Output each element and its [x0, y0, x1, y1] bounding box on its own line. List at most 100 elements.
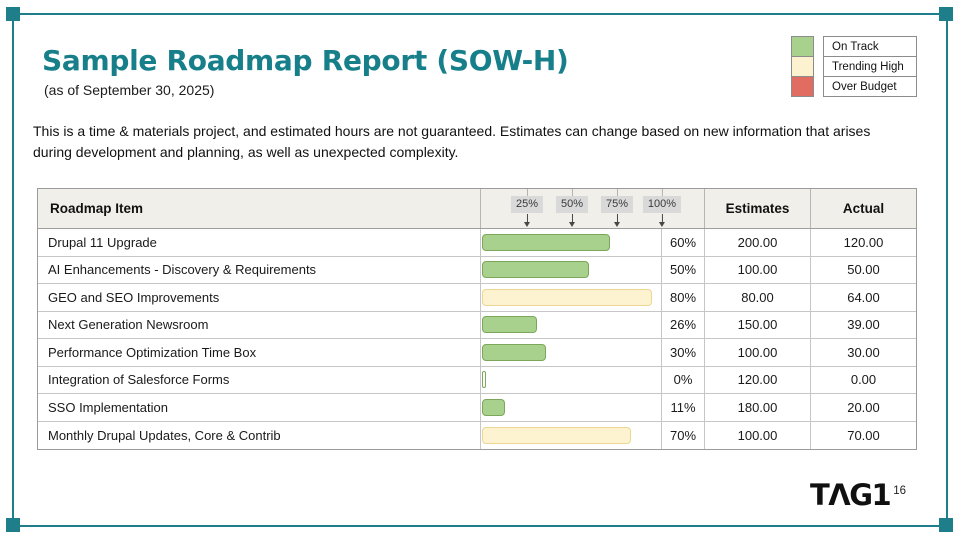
- roadmap-item-cell: Drupal 11 Upgrade: [38, 229, 481, 256]
- corner-square-bottom-right: [939, 518, 953, 532]
- footer: TΛG1 16: [810, 481, 906, 510]
- frame-line-right: [946, 14, 948, 526]
- estimate-cell: 80.00: [705, 284, 811, 311]
- column-header-estimates: Estimates: [705, 189, 811, 228]
- table-row: Next Generation Newsroom 26% 150.00 39.00: [38, 311, 916, 339]
- progress-bar: [482, 316, 538, 334]
- legend-item: Trending High: [791, 56, 917, 77]
- column-header-roadmap-item: Roadmap Item: [38, 189, 481, 228]
- scale-marker: 75%: [600, 189, 634, 228]
- scale-marker: 100%: [642, 189, 682, 228]
- roadmap-item-cell: Integration of Salesforce Forms: [38, 366, 481, 393]
- down-arrow-icon: [524, 222, 530, 227]
- table-row: AI Enhancements - Discovery & Requiremen…: [38, 256, 916, 284]
- column-header-actual: Actual: [842, 201, 885, 216]
- legend-item: On Track: [791, 36, 917, 57]
- frame-line-bottom: [13, 525, 947, 527]
- scale-marker: 50%: [555, 189, 589, 228]
- estimate-cell: 180.00: [705, 394, 811, 421]
- actual-cell: 20.00: [847, 399, 880, 415]
- on-track-swatch: [791, 36, 814, 57]
- percent-cell: 11%: [662, 394, 705, 421]
- roadmap-item-cell: SSO Implementation: [38, 394, 481, 421]
- actual-cell: 50.00: [847, 262, 880, 278]
- actual-cell: 64.00: [847, 289, 880, 305]
- table-row: Performance Optimization Time Box 30% 100.…: [38, 339, 916, 367]
- scale-marker-label: 100%: [642, 196, 682, 213]
- table-row: Drupal 11 Upgrade 60% 200.00 120.00: [38, 229, 916, 257]
- percent-cell: 80%: [662, 284, 705, 311]
- progress-bar-cell: [481, 339, 662, 366]
- legend-gap: [814, 76, 823, 97]
- progress-bar: [482, 371, 486, 389]
- actual-cell: 30.00: [847, 344, 880, 360]
- estimate-cell: 100.00: [705, 256, 811, 283]
- table-body: Drupal 11 Upgrade 60% 200.00 120.00 AI Enhan…: [38, 229, 916, 449]
- scale-marker-tick: [616, 189, 618, 196]
- page-subtitle: (as of September 30, 2025): [44, 82, 215, 98]
- scale-marker: 25%: [510, 189, 544, 228]
- frame-line-left: [12, 14, 14, 526]
- legend-item: Over Budget: [791, 76, 917, 97]
- estimate-cell: 120.00: [705, 366, 811, 393]
- percent-cell: 30%: [662, 339, 705, 366]
- actual-cell: 0.00: [850, 372, 877, 388]
- legend-label: Over Budget: [823, 76, 917, 97]
- roadmap-item-cell: Monthly Drupal Updates, Core & Contrib: [38, 421, 481, 449]
- legend-label: Trending High: [823, 56, 917, 77]
- progress-bar-cell: [481, 394, 662, 421]
- table-row: Integration of Salesforce Forms 0% 120.00 0…: [38, 366, 916, 394]
- percent-cell: 70%: [662, 421, 705, 449]
- down-arrow-icon: [658, 222, 665, 227]
- scale-marker-tick: [661, 189, 663, 196]
- scale-marker-tick: [571, 189, 573, 196]
- roadmap-item-cell: GEO and SEO Improvements: [38, 284, 481, 311]
- percent-cell: 50%: [662, 256, 705, 283]
- table-row: Monthly Drupal Updates, Core & Contrib 70…: [38, 421, 916, 449]
- progress-bar-cell: [481, 229, 662, 256]
- roadmap-item-cell: Performance Optimization Time Box: [38, 339, 481, 366]
- scale-markers-cell: 25% 50% 75% 100%: [481, 189, 705, 228]
- estimate-cell: 100.00: [705, 339, 811, 366]
- roadmap-item-cell: AI Enhancements - Discovery & Requiremen…: [38, 256, 481, 283]
- down-arrow-line: [661, 214, 663, 222]
- scale-marker-label: 25%: [510, 196, 544, 213]
- description-paragraph: This is a time & materials project, and …: [33, 123, 871, 160]
- progress-bar-cell: [481, 421, 662, 449]
- progress-bar-cell: [481, 256, 662, 283]
- table-row: SSO Implementation 11% 180.00 20.00: [38, 394, 916, 422]
- percent-cell: 0%: [662, 366, 705, 393]
- legend-label: On Track: [823, 36, 917, 57]
- roadmap-table: Roadmap Item 25% 50% 75% 100% Estimates Act…: [37, 188, 917, 450]
- down-arrow-line: [526, 214, 528, 222]
- progress-bar-cell: [481, 311, 662, 338]
- scale-marker-tick: [526, 189, 528, 196]
- scale-marker-label: 75%: [600, 196, 634, 213]
- progress-bar: [482, 343, 546, 361]
- corner-square-top-right: [939, 7, 953, 21]
- legend: On Track Trending High Over Budget: [791, 36, 917, 97]
- progress-bar: [482, 288, 653, 306]
- down-arrow-line: [571, 214, 573, 222]
- legend-gap: [814, 56, 823, 77]
- corner-square-bottom-left: [6, 518, 20, 532]
- down-arrow-icon: [614, 222, 620, 227]
- percent-cell: 60%: [662, 229, 705, 256]
- actual-cell: 120.00: [843, 234, 884, 250]
- roadmap-item-cell: Next Generation Newsroom: [38, 311, 481, 338]
- actual-cell: 70.00: [847, 427, 880, 443]
- progress-bar: [482, 261, 589, 279]
- estimate-cell: 200.00: [705, 229, 811, 256]
- legend-gap: [814, 36, 823, 57]
- over-budget-swatch: [791, 76, 814, 97]
- page-number: 16: [893, 485, 907, 497]
- frame-line-top: [13, 13, 947, 15]
- estimate-cell: 100.00: [705, 421, 811, 449]
- trending-high-swatch: [791, 56, 814, 77]
- percent-cell: 26%: [662, 311, 705, 338]
- progress-bar: [482, 398, 506, 416]
- table-row: GEO and SEO Improvements 80% 80.00 64.00: [38, 284, 916, 312]
- page-title: Sample Roadmap Report (SOW-H): [42, 44, 569, 77]
- corner-square-top-left: [6, 7, 20, 21]
